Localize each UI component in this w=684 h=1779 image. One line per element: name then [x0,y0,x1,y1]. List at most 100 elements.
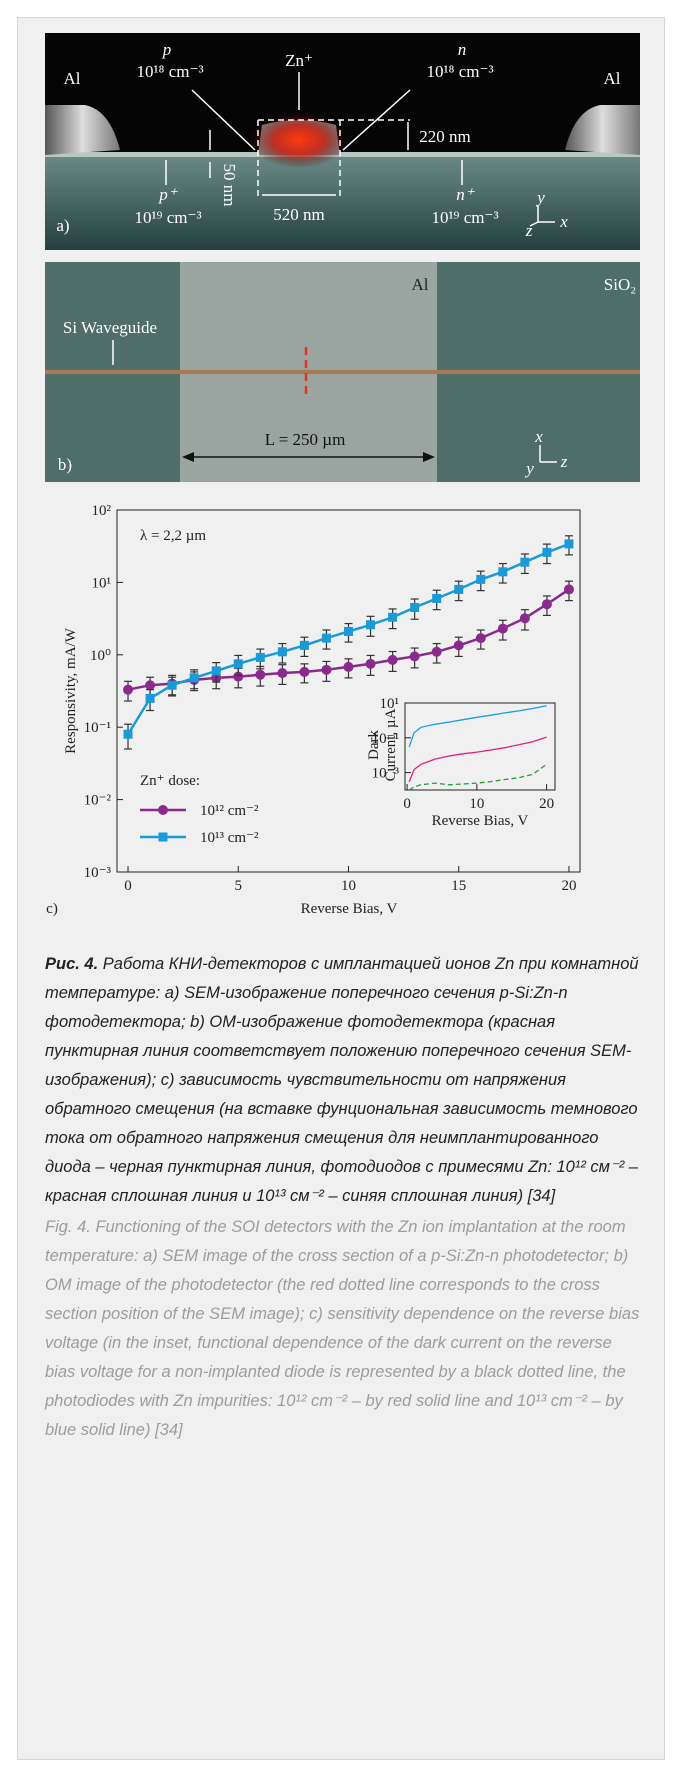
y-tick-label: 10⁻¹ [84,720,111,736]
inset-background [405,703,555,790]
y-tick-label: 10² [92,503,112,519]
x-tick-label: 0 [124,878,132,894]
x-tick-label: 10 [469,796,484,812]
x-tick-label: 20 [561,878,576,894]
marker [564,539,573,548]
marker [498,624,508,634]
marker [498,567,507,576]
panel-c: 10⁻³10⁻²10⁻¹10⁰10¹10²05101520Reverse Bia… [46,503,580,917]
label: Al [604,69,621,88]
marker [300,641,309,650]
x-axis-label: Reverse Bias, V [432,813,529,829]
marker [520,613,530,623]
caption-text: Functioning of the SOI detectors with th… [45,1218,639,1439]
x-tick-label: 10 [341,878,356,894]
annotation: λ = 2,2 µm [140,528,206,544]
y-tick-label: 10⁰ [90,648,111,664]
marker [542,599,552,609]
x-tick-label: 5 [235,878,243,894]
legend-marker [159,833,168,842]
marker [410,603,419,612]
axis-label: x [534,427,543,446]
label: n [458,40,467,59]
label: 10¹⁹ cm⁻³ [431,208,498,227]
axis-label: y [524,459,534,478]
panel-label: c) [46,901,58,917]
legend-marker [158,805,168,815]
marker [432,647,442,657]
caption: Рис. 4. Работа КНИ-детекторов с импланта… [45,950,643,1445]
panel-label: b) [58,455,72,474]
label: p [162,40,172,59]
marker [454,585,463,594]
marker [366,620,375,629]
x-tick-label: 20 [539,796,554,812]
marker [124,730,133,739]
page: Al p 10¹⁸ cm⁻³ Zn⁺ n 10¹⁸ cm⁻³ Al 220 nm… [0,0,684,1779]
legend-title: Zn⁺ dose: [140,773,200,789]
marker [146,694,155,703]
caption-en: Fig. 4. Functioning of the SOI detectors… [45,1213,643,1445]
label: Zn⁺ [285,51,313,70]
axis-label: z [560,452,568,471]
marker [145,680,155,690]
marker [366,659,376,669]
marker [344,662,354,672]
marker [299,667,309,677]
marker [520,558,529,567]
legend-label: 10¹² cm⁻² [200,803,259,819]
label: 10¹⁸ cm⁻³ [136,62,203,81]
axis-label: z [525,221,533,240]
caption-text: Работа КНИ-детекторов с имплантацией ион… [45,955,639,1205]
label: 10¹⁹ cm⁻³ [134,208,201,227]
caption-label: Fig. 4. [45,1218,91,1236]
marker [344,627,353,636]
x-axis-label: Reverse Bias, V [301,901,398,917]
y-axis-label: Dark [366,730,382,760]
marker [212,666,221,675]
panel-label: a) [56,216,69,235]
label: 220 nm [419,127,470,146]
y-axis-label: Current, µA [383,708,399,781]
y-axis-label: Responsivity, mA/W [63,627,79,754]
label: Al [64,69,81,88]
marker [234,659,243,668]
panel-b: Al SiO₂ Si Waveguide L = 250 µm b) x y z [45,262,640,482]
caption-label: Рис. 4. [45,955,98,973]
marker [256,653,265,662]
label: SiO₂ [604,275,636,294]
label: Si Waveguide [63,318,157,337]
label: p⁺ [158,185,179,204]
label: 50 nm [220,164,239,207]
caption-ru: Рис. 4. Работа КНИ-детекторов с импланта… [45,950,643,1211]
marker [277,668,287,678]
substrate [45,155,640,250]
label: 520 nm [273,205,324,224]
label: n⁺ [456,185,476,204]
panel-a: Al p 10¹⁸ cm⁻³ Zn⁺ n 10¹⁸ cm⁻³ Al 220 nm… [45,33,640,250]
y-tick-label: 10⁻² [84,793,112,809]
marker [388,655,398,665]
x-tick-label: 0 [403,796,411,812]
figure: Al p 10¹⁸ cm⁻³ Zn⁺ n 10¹⁸ cm⁻³ Al 220 nm… [0,0,684,940]
label: Al [412,275,429,294]
marker [190,673,199,682]
marker [476,633,486,643]
marker [321,665,331,675]
marker [255,670,265,680]
marker [322,634,331,643]
marker [123,685,133,695]
label: 10¹⁸ cm⁻³ [426,62,493,81]
y-tick-label: 10⁻³ [84,865,112,881]
marker [410,651,420,661]
marker [454,640,464,650]
x-tick-label: 15 [451,878,466,894]
marker [388,613,397,622]
label: L = 250 µm [265,430,346,449]
marker [542,548,551,557]
waveguide [45,370,640,374]
marker [432,594,441,603]
axis-label: y [535,188,545,207]
axis-label: x [559,212,568,231]
marker [278,647,287,656]
